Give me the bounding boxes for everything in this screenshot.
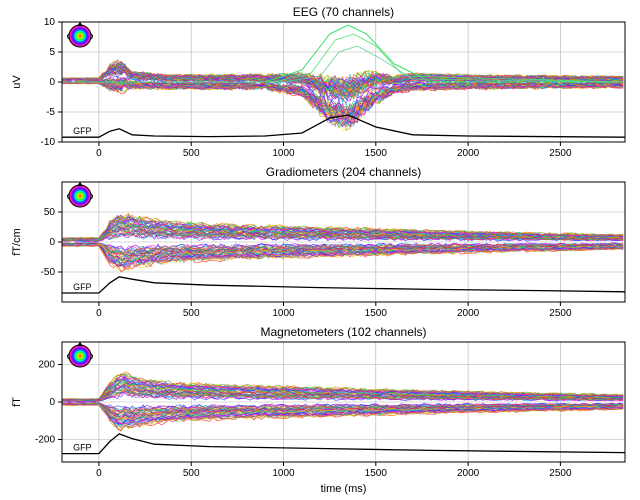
y-label: uV [11,75,23,89]
panel-1: GFP -50 0 50 fT/cm 0 500 1000 1500 2000 2500 Gradio… [11,165,625,319]
topomap-icon [68,182,93,207]
panel-title: Magnetometers (102 channels) [260,325,426,339]
svg-text:1000: 1000 [272,148,295,159]
gfp-label: GFP [73,443,92,453]
y-label: fT [11,397,23,407]
channel-lines [62,25,625,137]
svg-text:5: 5 [49,47,55,58]
svg-text:0: 0 [96,148,102,159]
svg-text:2500: 2500 [549,468,572,479]
svg-text:500: 500 [183,308,200,319]
svg-text:0: 0 [49,237,55,248]
svg-text:-5: -5 [46,107,55,118]
topomap-icon [68,22,93,47]
gfp-line [62,434,625,454]
channel-lines [62,372,625,454]
svg-text:50: 50 [44,207,56,218]
gfp-label: GFP [73,126,92,136]
svg-text:2500: 2500 [549,308,572,319]
svg-text:2500: 2500 [549,148,572,159]
svg-text:2000: 2000 [457,468,480,479]
svg-text:0: 0 [49,77,55,88]
svg-text:1500: 1500 [365,148,388,159]
svg-text:500: 500 [183,468,200,479]
svg-text:-200: -200 [35,435,55,446]
svg-text:-50: -50 [41,267,56,278]
gfp-label: GFP [73,282,92,292]
svg-text:500: 500 [183,148,200,159]
topomap-icon [68,342,93,367]
svg-text:1000: 1000 [272,308,295,319]
svg-text:0: 0 [49,397,55,408]
x-label: time (ms) [321,483,367,495]
y-label: fT/cm [11,228,23,256]
svg-text:1500: 1500 [365,308,388,319]
channel-lines [62,214,625,293]
panel-2: GFP -200 0 200 fT 0 500 1000 1500 2000 2500 Magneto… [11,325,625,495]
panel-0: GFP -10 -5 0 5 10 uV 0 500 1000 1500 2000 2500 EEG (7… [11,5,625,159]
panel-title: EEG (70 channels) [293,5,394,19]
svg-text:-10: -10 [41,137,56,148]
svg-text:10: 10 [44,17,56,28]
svg-text:200: 200 [38,360,55,371]
svg-text:1000: 1000 [272,468,295,479]
svg-text:2000: 2000 [457,148,480,159]
evoked-figure: GFP-10-50510uV05001000150020002500EEG (7… [0,0,640,500]
panel-title: Gradiometers (204 channels) [266,165,421,179]
svg-text:0: 0 [96,308,102,319]
gfp-line [62,277,625,293]
svg-text:0: 0 [96,468,102,479]
svg-text:1500: 1500 [365,468,388,479]
svg-text:2000: 2000 [457,308,480,319]
